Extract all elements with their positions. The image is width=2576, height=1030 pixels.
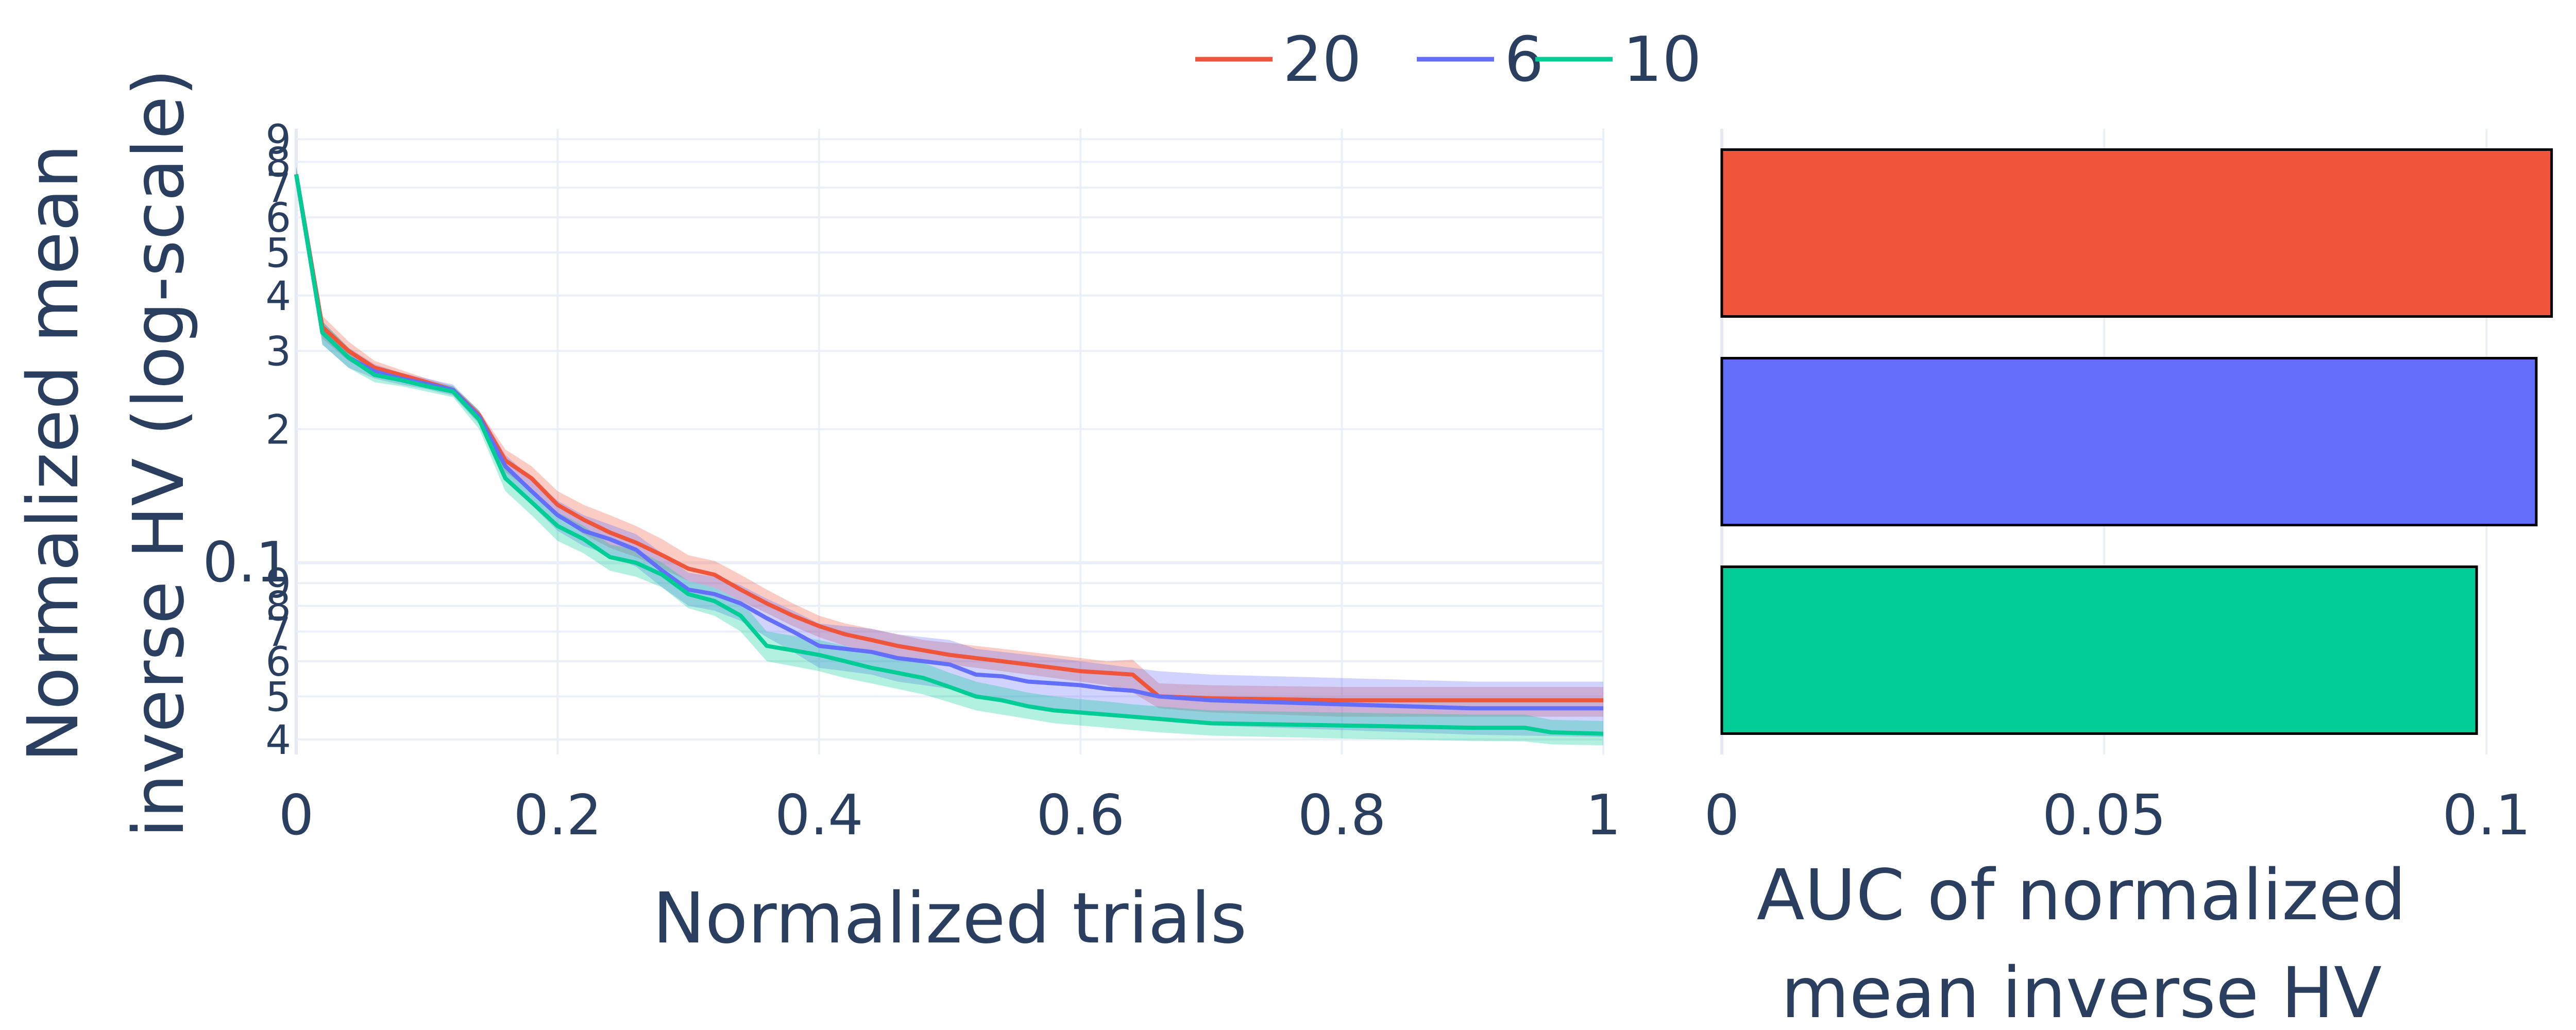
bar-chart-bars [1720, 148, 2553, 735]
y-tick-label: 7 [265, 609, 291, 656]
legend-item-20: 20 [1195, 24, 1362, 96]
x-tick-label: 0.8 [1298, 783, 1386, 848]
legend-item-6: 6 [1417, 24, 1544, 96]
y-tick-label: 5 [265, 674, 291, 720]
y-tick-label: 2 [265, 407, 291, 453]
x-tick-label: 0.05 [2042, 783, 2166, 848]
y-tick-label: 6 [265, 195, 291, 242]
x-tick-label: 0.2 [514, 783, 602, 848]
x-tick-label: 0 [279, 783, 314, 848]
bar-chart-x-axis-title: AUC of normalized mean inverse HV [1757, 855, 2406, 1030]
legend: 20 6 10 [1195, 24, 1702, 96]
bar-6 [1720, 357, 2538, 526]
series-line-10 [294, 174, 1604, 736]
y-tick-label: 4 [265, 717, 291, 764]
legend-item-10: 10 [1535, 24, 1702, 96]
y-axis-title-line-2: inverse HV (log-scale) [118, 68, 200, 837]
y-tick-label: 0.1 [202, 530, 291, 595]
line-chart-gridlines [295, 129, 1604, 754]
y-tick-label: 6 [265, 639, 291, 685]
y-tick-label: 9 [265, 561, 291, 607]
x-tick-label: 0.6 [1036, 783, 1125, 848]
legend-label: 10 [1623, 24, 1702, 96]
y-tick-label: 9 [265, 117, 291, 163]
y-tick-label: 8 [265, 140, 291, 186]
y-tick-label: 3 [265, 329, 291, 375]
y-tick-label: 8 [265, 583, 291, 630]
bar-10 [1720, 565, 2478, 735]
line-chart-plot-area [296, 129, 1603, 754]
legend-label: 20 [1283, 24, 1362, 96]
bar-chart-x-tick-labels: 0 0.05 0.1 [1704, 783, 2531, 848]
x-tick-label: 0 [1704, 783, 1740, 848]
x-tick-label: 0.1 [2443, 783, 2531, 848]
line-chart-x-tick-labels: 0 0.2 0.4 0.6 0.8 1 [279, 783, 1621, 848]
line-chart-lines [294, 174, 1604, 736]
y-tick-label: 7 [265, 165, 291, 212]
line-chart-x-axis-title: Normalized trials [653, 878, 1247, 959]
x-tick-label: 0.4 [775, 783, 863, 848]
x-tick-label: 1 [1586, 783, 1621, 848]
y-axis-title-line-1: Normalized mean [13, 144, 94, 762]
y-tick-label: 4 [265, 273, 291, 320]
bar-chart-panel: 0 0.05 0.1 AUC of normalized mean inverse H… [1704, 129, 2553, 1030]
y-tick-label: 5 [265, 230, 291, 277]
bar-20 [1720, 148, 2553, 318]
